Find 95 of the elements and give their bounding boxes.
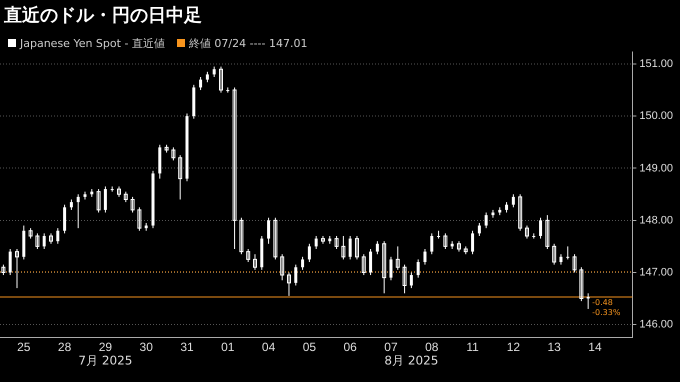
candlestick <box>35 232 40 250</box>
x-tick-label: 05 <box>302 340 316 354</box>
text: 7月 2025 <box>78 354 132 368</box>
legend-label: Japanese Yen Spot - 直近値 <box>18 36 165 51</box>
candlestick <box>410 272 413 289</box>
candlestick <box>341 235 346 260</box>
candlestick <box>382 240 386 294</box>
candlestick <box>267 217 270 244</box>
candlestick <box>104 186 107 214</box>
legend-label: 終値 07/24 ---- 147.01 <box>188 36 308 51</box>
candlestick <box>314 235 318 250</box>
candlestick <box>199 76 202 91</box>
candlestick <box>586 292 590 310</box>
candlestick <box>130 196 135 214</box>
candlestick <box>484 212 488 229</box>
candlestick <box>286 272 291 296</box>
candlestick <box>137 206 142 232</box>
candlestick <box>348 235 352 260</box>
text: 8月 2025 <box>384 354 438 368</box>
chart-title: 直近のドル・円の日中足 <box>4 4 202 27</box>
candlestick <box>96 188 101 214</box>
candlestick <box>518 194 522 232</box>
candlestick <box>389 256 392 281</box>
x-tick-label: 12 <box>506 340 520 354</box>
x-tick-label: 08 <box>425 340 439 354</box>
candlestick <box>76 194 80 229</box>
x-tick-label: 01 <box>221 340 235 354</box>
candlestick <box>42 232 46 250</box>
candlestick <box>273 217 278 260</box>
x-tick-label: 28 <box>58 340 72 354</box>
annotation: -0.33% <box>592 308 621 318</box>
candlestick <box>334 235 339 250</box>
candlestick <box>539 217 542 240</box>
candlestick <box>56 228 60 244</box>
candlestick <box>48 232 53 244</box>
candlestick <box>402 264 407 294</box>
candlestick <box>423 248 426 266</box>
x-tick-label: 25 <box>17 340 31 354</box>
candlestick <box>512 194 515 208</box>
candlestick <box>308 243 311 263</box>
candlestick <box>70 198 73 210</box>
candlestick <box>559 254 562 266</box>
candlestick <box>396 246 400 270</box>
x-tick-label: 07 <box>384 340 398 354</box>
candlestick <box>430 232 434 255</box>
candlestick <box>301 256 304 270</box>
candlestick <box>369 248 372 276</box>
x-tick-label: 04 <box>262 340 276 354</box>
y-tick-label: 147.00 <box>639 266 674 278</box>
x-tick-label: 30 <box>140 340 154 354</box>
y-tick-label: 148.00 <box>639 214 674 226</box>
y-tick-label: 150.00 <box>639 110 674 122</box>
annotation: -0.48 <box>592 298 613 308</box>
candlestick <box>524 225 529 240</box>
y-tick-label: 146.00 <box>639 318 674 331</box>
candlestick <box>443 232 448 250</box>
candlestick <box>376 240 379 255</box>
candlestick <box>206 71 209 83</box>
candlestick <box>8 248 12 276</box>
candlestick <box>456 240 461 252</box>
candlestick <box>545 214 550 250</box>
candlestick <box>566 246 570 260</box>
candlestick <box>579 266 584 302</box>
candlestick <box>28 228 33 240</box>
candlestick <box>478 222 481 236</box>
candlestick <box>280 254 284 281</box>
candlestick <box>354 235 359 260</box>
candlestick <box>124 191 128 203</box>
candlestick <box>416 258 420 278</box>
candlestick <box>1 264 6 276</box>
x-tick-label: 11 <box>466 340 480 354</box>
candlestick <box>232 86 237 250</box>
candlestick <box>252 254 257 270</box>
candlestick <box>246 248 250 263</box>
candlestick <box>294 264 298 286</box>
candlestick <box>171 146 176 161</box>
candlestick <box>178 154 182 200</box>
candlestick <box>505 202 508 214</box>
x-tick-label: 29 <box>98 340 112 354</box>
y-tick-label: 151.00 <box>639 58 674 70</box>
candlestick <box>212 66 216 78</box>
candlestick <box>15 248 19 289</box>
candlestick <box>572 254 577 273</box>
candlestick <box>239 217 244 255</box>
x-tick-label: 14 <box>588 340 602 354</box>
candlestick <box>218 66 223 94</box>
candlestick <box>552 243 556 266</box>
y-tick-label: 149.00 <box>639 162 674 174</box>
candlestick <box>471 230 474 255</box>
x-tick-label: 13 <box>547 340 562 354</box>
candlestick <box>63 204 66 234</box>
x-tick-label: 06 <box>343 340 358 354</box>
candlestick <box>362 254 366 276</box>
candlestick <box>116 186 121 198</box>
x-tick-label: 31 <box>180 340 194 354</box>
